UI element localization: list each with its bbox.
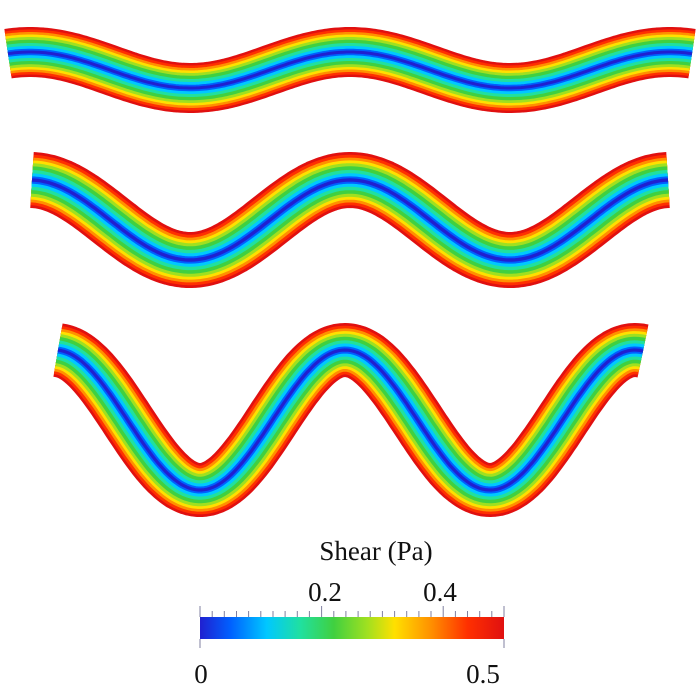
colorbar-legend: Shear (Pa) 0.2 0.4 0 0.5	[194, 536, 505, 689]
wavy-channel-medium-amplitude	[7, 152, 693, 288]
colorbar-max-label: 0.5	[466, 659, 500, 689]
shear-band-5	[21, 166, 679, 274]
wavy-channel-high-amplitude	[33, 323, 668, 517]
wavy-channel-low-amplitude	[0, 27, 700, 113]
colorbar-min-label: 0	[194, 659, 208, 689]
shear-band-9	[57, 348, 644, 492]
colorbar-title: Shear (Pa)	[319, 536, 432, 566]
shear-band-9	[7, 50, 693, 90]
colorbar-gradient	[200, 617, 504, 639]
colorbar-tick-label-0.2: 0.2	[308, 577, 342, 607]
shear-band-9	[31, 178, 669, 262]
colorbar-tick-label-0.4: 0.4	[423, 577, 457, 607]
colorbar-ticks	[199, 606, 505, 648]
